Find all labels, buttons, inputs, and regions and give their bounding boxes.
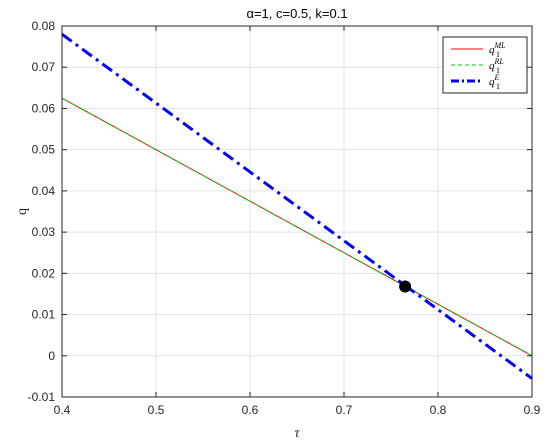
series-line-e bbox=[61, 33, 533, 380]
y-tick-label: 0.04 bbox=[32, 184, 56, 198]
y-tick-label: 0.01 bbox=[32, 308, 56, 322]
y-axis-title: q bbox=[15, 208, 30, 215]
x-tick-label: 0.7 bbox=[336, 403, 353, 417]
y-tick-label: 0.07 bbox=[32, 60, 56, 74]
x-tick-label: 0.5 bbox=[148, 403, 165, 417]
y-tick-label: 0.02 bbox=[32, 266, 56, 280]
legend-label-base: q bbox=[489, 60, 495, 72]
legend-label-base: q bbox=[489, 76, 495, 88]
series-layer bbox=[61, 33, 533, 380]
series-line-ml bbox=[61, 97, 533, 357]
y-tick-label: 0 bbox=[48, 349, 55, 363]
x-tick-label: 0.9 bbox=[524, 403, 541, 417]
y-tick-label: 0.03 bbox=[32, 225, 56, 239]
plot-frame bbox=[61, 25, 533, 398]
x-axis-title: τ bbox=[294, 426, 300, 441]
legend-label-sup: E bbox=[494, 73, 500, 82]
legend-label-sup: ML bbox=[494, 41, 507, 50]
legend-label-base: q bbox=[489, 44, 495, 56]
legend-label-sup: RL bbox=[494, 57, 505, 66]
y-tick-label: -0.01 bbox=[28, 390, 56, 404]
x-axis-ticks: 0.4 0.5 0.6 0.7 0.8 0.9 bbox=[54, 26, 541, 417]
y-tick-label: 0.05 bbox=[32, 143, 56, 157]
legend-label-sub: 1 bbox=[496, 82, 500, 91]
x-tick-label: 0.4 bbox=[54, 403, 71, 417]
y-axis-ticks: -0.01 0 0.01 0.02 0.03 0.04 0.05 0.06 0.07 0.08 bbox=[28, 19, 532, 404]
legend-label-e: qE 1 bbox=[489, 73, 500, 91]
legend-label-sub: 1 bbox=[496, 66, 500, 75]
x-tick-label: 0.6 bbox=[242, 403, 259, 417]
chart-title: α=1, c=0.5, k=0.1 bbox=[246, 6, 347, 21]
legend-label-rl: qRL 1 bbox=[489, 57, 504, 75]
y-tick-label: 0.06 bbox=[32, 101, 56, 115]
intersection-marker bbox=[399, 280, 412, 293]
legend-label-sub: 1 bbox=[496, 50, 500, 59]
marker-layer bbox=[399, 280, 412, 293]
legend-label-ml: qML 1 bbox=[489, 41, 506, 59]
x-tick-label: 0.8 bbox=[430, 403, 447, 417]
y-tick-label: 0.08 bbox=[32, 19, 56, 33]
legend-box bbox=[442, 36, 528, 94]
